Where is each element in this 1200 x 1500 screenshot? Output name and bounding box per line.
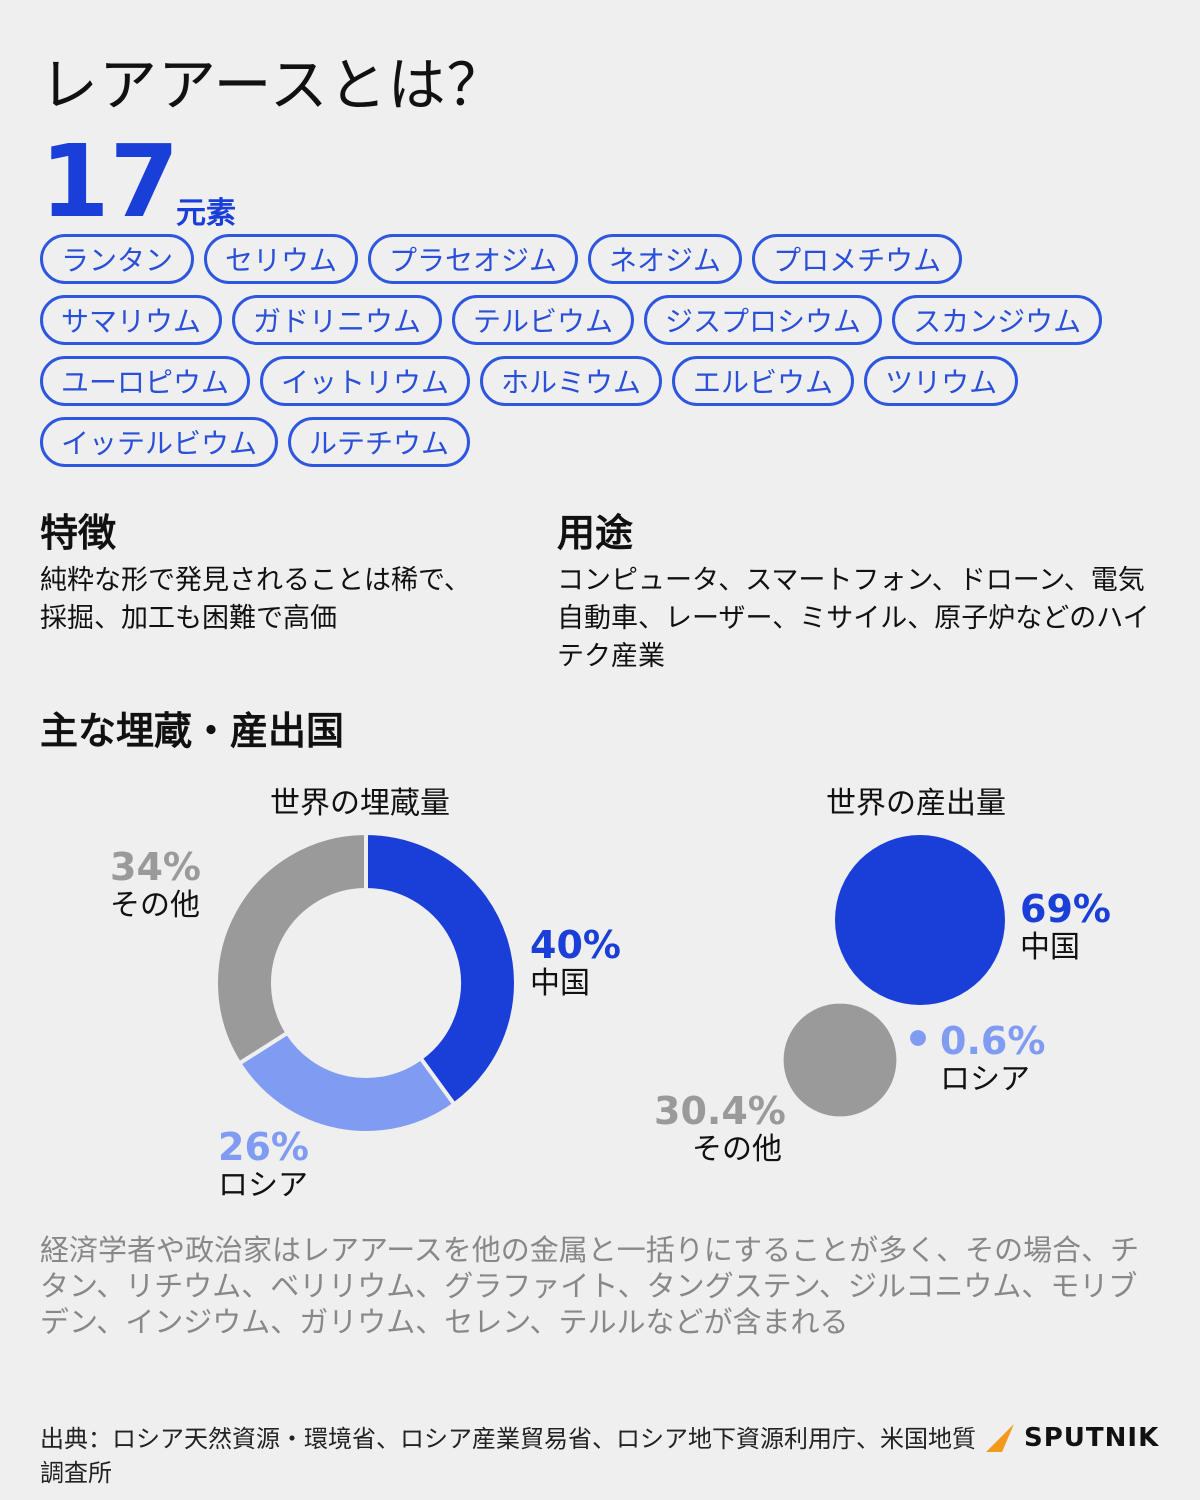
element-pill: ジスプロシウム: [644, 295, 883, 345]
production-pct-russia: 0.6%: [940, 1019, 1046, 1063]
element-pill-row: サマリウム ガドリニウム テルビウム ジスプロシウム スカンジウム: [40, 295, 1170, 345]
reserves-name-russia: ロシア: [218, 1168, 308, 1203]
brand-logo: SPUTNIK: [984, 1422, 1159, 1454]
reserves-label-china: 40% 中国: [530, 924, 621, 1002]
element-pill: サマリウム: [40, 295, 223, 345]
element-pill: ルテチウム: [288, 417, 471, 467]
production-bubble-other: [783, 1003, 897, 1117]
element-pill-list: ランタン セリウム プラセオジム ネオジム プロメチウム サマリウム ガドリニウム テルビウム…: [40, 234, 1170, 478]
reserves-name-other: その他: [110, 888, 200, 923]
element-pill-row: イッテルビウム ルテチウム: [40, 417, 1170, 467]
reserves-label-russia: 26% ロシア: [218, 1126, 309, 1204]
element-pill: ガドリニウム: [232, 295, 443, 345]
element-pill: ホルミウム: [480, 356, 663, 406]
production-label-russia: 0.6% ロシア: [940, 1020, 1045, 1098]
element-count-unit: 元素: [176, 196, 236, 231]
reserves-pct-china: 40%: [530, 923, 621, 967]
production-bubble-russia: [910, 1030, 926, 1046]
reserves-slice-russia: [236, 1030, 457, 1135]
element-pill-row: ユーロピウム イットリウム ホルミウム エルビウム ツリウム: [40, 356, 1170, 406]
element-pill: ランタン: [40, 234, 195, 284]
countries-heading: 主な埋蔵・産出国: [40, 709, 345, 753]
element-pill: エルビウム: [672, 356, 855, 406]
features-text: 純粋な形で発見されることは稀で、採掘、加工も困難で高価: [40, 565, 471, 634]
reserves-slice-other: [214, 830, 368, 1067]
production-name-other: その他: [692, 1132, 782, 1167]
element-pill: セリウム: [204, 234, 359, 284]
production-chart-title: 世界の産出量: [826, 786, 1006, 821]
element-pill: プラセオジム: [368, 234, 579, 284]
element-count: 17: [40, 123, 180, 240]
features-heading: 特徴: [40, 511, 117, 555]
element-pill: イッテルビウム: [40, 417, 279, 467]
production-pct-china: 69%: [1020, 887, 1111, 931]
source-credit: 出典：ロシア天然資源・環境省、ロシア産業貿易省、ロシア地下資源利用庁、米国地質調…: [40, 1425, 976, 1487]
element-pill: プロメチウム: [752, 234, 963, 284]
production-label-china: 69% 中国: [1020, 888, 1111, 966]
production-name-russia: ロシア: [940, 1062, 1030, 1097]
element-pill: ユーロピウム: [40, 356, 251, 406]
element-pill: イットリウム: [260, 356, 471, 406]
reserves-name-china: 中国: [530, 966, 590, 1001]
production-label-other: 30.4% その他: [654, 1089, 786, 1168]
uses-heading: 用途: [557, 511, 634, 555]
footnote: 経済学者や政治家はレアアースを他の金属と一括りにすることが多く、その場合、チタン…: [40, 1233, 1140, 1339]
element-pill: スカンジウム: [892, 295, 1103, 345]
reserves-chart-title: 世界の埋蔵量: [270, 786, 450, 821]
element-pill: テルビウム: [452, 295, 635, 345]
reserves-slice-china: [364, 830, 518, 1108]
production-name-china: 中国: [1020, 930, 1080, 965]
reserves-pct-russia: 26%: [218, 1125, 309, 1169]
sputnik-logo-icon: [986, 1424, 1014, 1452]
reserves-label-other: 34% その他: [110, 846, 201, 924]
element-pill: ツリウム: [864, 356, 1019, 406]
production-pct-other: 30.4%: [654, 1089, 786, 1133]
uses-text: コンピュータ、スマートフォン、ドローン、電気自動車、レーザー、ミサイル、原子炉な…: [557, 565, 1150, 672]
element-pill: ネオジム: [588, 234, 743, 284]
production-bubble-china: [835, 835, 1005, 1005]
page-title: レアアースとは？: [40, 51, 506, 119]
reserves-pct-other: 34%: [110, 845, 201, 889]
brand-name: SPUTNIK: [1024, 1423, 1160, 1453]
charts-svg: [214, 830, 1005, 1135]
element-pill-row: ランタン セリウム プラセオジム ネオジム プロメチウム: [40, 234, 1170, 284]
